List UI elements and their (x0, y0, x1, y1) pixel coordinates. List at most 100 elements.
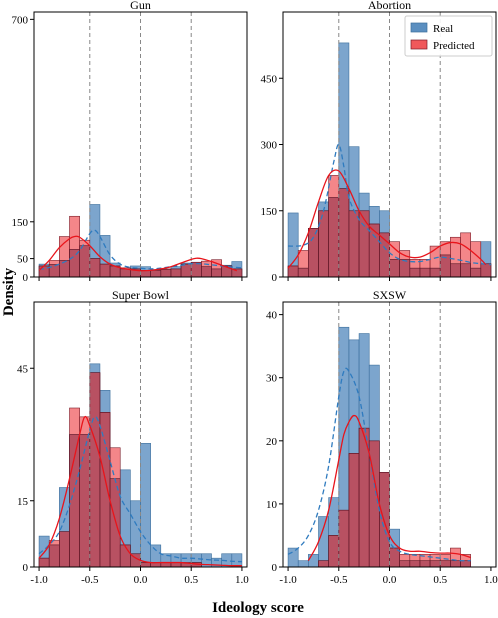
bar-overlap (99, 263, 111, 277)
x-tick-label: 1.0 (484, 574, 498, 586)
bar-overlap (338, 188, 350, 277)
bar-overlap (429, 560, 441, 567)
bar-overlap (190, 261, 202, 277)
bar-overlap (59, 531, 70, 567)
y-tick-label: 0 (23, 562, 29, 574)
bar-overlap (429, 267, 441, 277)
bar-real (318, 516, 329, 567)
kde-real (38, 416, 242, 563)
bar-overlap (460, 263, 471, 277)
plot-area (38, 302, 243, 567)
bar-overlap (59, 260, 70, 277)
bar-overlap (480, 263, 492, 277)
x-tick-label: 0.5 (433, 574, 447, 586)
panel-title: Gun (130, 0, 151, 12)
bar-overlap (119, 544, 131, 567)
x-tick-label: -0.5 (330, 574, 348, 586)
y-tick-label: 50 (17, 254, 29, 266)
bar-overlap (450, 560, 461, 567)
bar-overlap (338, 509, 350, 567)
bar-real (308, 554, 319, 567)
legend-swatch-predicted (410, 39, 428, 50)
bar-overlap (140, 562, 151, 567)
bar-overlap (470, 267, 482, 277)
x-axis-label: Ideology score (212, 600, 304, 616)
panel-title: SXSW (373, 288, 407, 302)
bar-overlap (79, 245, 91, 277)
y-axis-label: Density (1, 267, 17, 316)
bar-overlap (211, 268, 222, 277)
y-tick-label: 0 (272, 562, 278, 574)
bar-overlap (318, 210, 329, 277)
bar-real (287, 547, 299, 567)
bar-overlap (419, 267, 431, 277)
y-tick-label: 0 (23, 272, 29, 284)
bar-overlap (308, 228, 319, 277)
bar-overlap (150, 270, 162, 277)
x-tick-label: -1.0 (279, 574, 297, 586)
panel-sxsw: SXSW 0 10 20 30 40 -1.0 -0.5 0.0 0.5 1.0 (266, 288, 498, 586)
bar-overlap (348, 453, 360, 567)
y-tick-label: 150 (261, 206, 278, 218)
bar-overlap (170, 268, 182, 277)
y-tick-label: 20 (266, 436, 278, 448)
bar-overlap (119, 268, 131, 277)
kde-predicted (287, 169, 487, 269)
y-tick-label: 10 (266, 499, 278, 511)
bar-overlap (358, 210, 370, 277)
x-tick-label: -1.0 (30, 574, 48, 586)
kde-real (287, 367, 471, 562)
plot-area (38, 12, 243, 277)
legend-swatch-real (410, 22, 428, 33)
bar-overlap (287, 265, 299, 277)
legend-label: Real (433, 23, 453, 35)
bar-overlap (379, 472, 390, 567)
kde-real (288, 143, 491, 266)
kde-predicted (38, 235, 238, 272)
bar-real (297, 560, 309, 567)
bar-overlap (399, 560, 411, 567)
bar-overlap (409, 560, 421, 567)
x-tick-label: 1.0 (235, 574, 249, 586)
y-tick-label: 45 (17, 363, 29, 375)
panel-title: Super Bowl (112, 288, 170, 302)
bar-overlap (170, 562, 182, 567)
bar-overlap (79, 434, 91, 567)
x-tick-label: -0.5 (81, 574, 99, 586)
bar-overlap (409, 267, 421, 277)
bar-overlap (201, 266, 212, 277)
x-tick-label: 0.5 (184, 574, 198, 586)
bar-overlap (348, 210, 360, 277)
bar-overlap (460, 560, 471, 567)
x-tick-label: 0.0 (383, 574, 397, 586)
bar-overlap (89, 372, 101, 567)
y-tick-label: 40 (266, 310, 278, 322)
panel-title: Abortion (368, 0, 411, 12)
panel-gun: Gun 0 50 150 700 (12, 0, 248, 284)
y-tick-label: 0 (272, 272, 278, 284)
bar-overlap (297, 267, 309, 277)
bar-overlap (160, 562, 172, 567)
bar-overlap (89, 258, 101, 277)
x-tick-label: 0.0 (134, 574, 148, 586)
bar-overlap (160, 269, 172, 277)
y-tick-label: 700 (12, 14, 29, 26)
plot-area (287, 12, 492, 277)
bar-overlap (69, 249, 80, 277)
bar-overlap (439, 254, 451, 277)
y-tick-label: 150 (12, 217, 29, 229)
legend: Real Predicted (404, 15, 493, 57)
bar-overlap (48, 544, 60, 567)
bar-overlap (439, 560, 451, 567)
legend-label: Predicted (433, 40, 475, 52)
bar-real (231, 553, 243, 567)
bar-overlap (450, 263, 461, 277)
y-tick-label: 15 (17, 496, 29, 508)
plot-area (287, 302, 471, 567)
bar-overlap (318, 560, 329, 567)
y-tick-label: 30 (266, 373, 278, 385)
panel-super-bowl: Super Bowl 0 15 45 -1.0 -0.5 0.0 0.5 1.0 (17, 288, 249, 586)
bar-overlap (38, 557, 50, 567)
